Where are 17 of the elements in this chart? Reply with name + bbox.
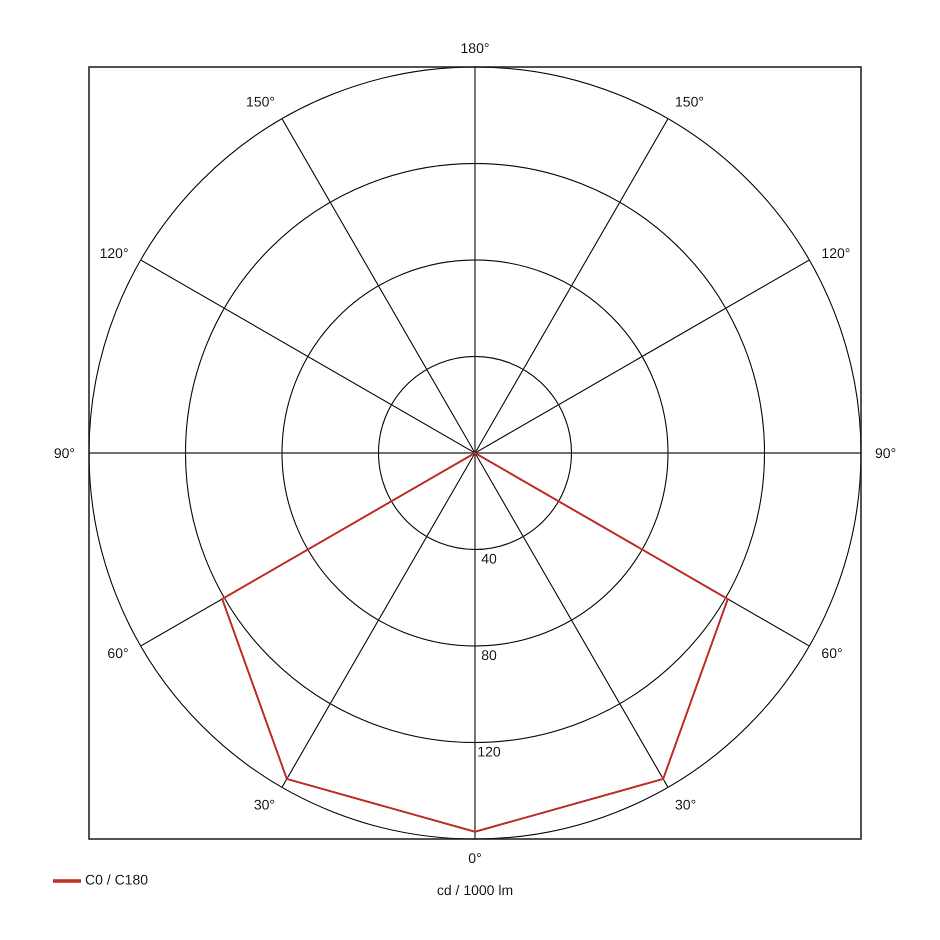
y-tick-label: 80 [481,647,497,663]
spoke-label: 60° [821,644,843,661]
spoke-label: 60° [107,644,129,661]
spoke-label: 120° [821,244,850,261]
spoke-label: 0° [468,850,482,866]
spoke-label: 30° [254,796,275,812]
y-tick-label: 40 [481,550,497,566]
y-tick-label: 120 [477,744,501,760]
text: cd / 1000 lm [436,882,514,898]
spoke-label: 150° [246,94,275,110]
spoke-label: 120° [100,244,129,261]
spoke-label: 90° [875,444,896,461]
spoke-label: 90° [54,444,75,461]
spoke-label: 150° [675,94,704,110]
spoke-label: 30° [675,796,696,812]
spoke-label: 180° [460,40,490,56]
legend-label: C0 / C180 [85,872,148,888]
